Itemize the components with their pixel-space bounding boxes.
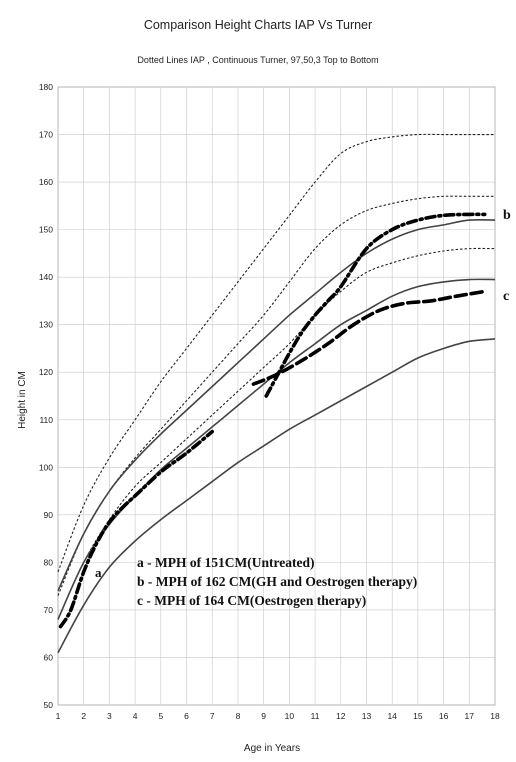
x-tick-label: 16 <box>439 711 449 721</box>
x-tick-label: 17 <box>465 711 475 721</box>
y-axis-title: Height in CM <box>17 371 28 429</box>
y-tick-label: 130 <box>39 320 53 330</box>
y-tick-label: 60 <box>44 652 54 662</box>
series-line-iap-dotted-1 <box>57 195 495 596</box>
x-tick-label: 15 <box>413 711 423 721</box>
series-line-patient-a <box>58 429 215 629</box>
y-tick-label: 50 <box>44 700 54 710</box>
x-tick-label: 6 <box>184 711 189 721</box>
x-tick-label: 3 <box>107 711 112 721</box>
x-tick-label: 14 <box>387 711 397 721</box>
y-tick-label: 180 <box>39 82 53 92</box>
x-tick-label: 12 <box>336 711 346 721</box>
x-tick-label: 7 <box>210 711 215 721</box>
annotation-b: b - MPH of 162 CM(GH and Oestrogen thera… <box>137 574 417 589</box>
series-line-iap-dotted-0 <box>57 133 495 573</box>
x-tick-label: 8 <box>236 711 241 721</box>
y-tick-label: 170 <box>39 130 53 140</box>
x-tick-label: 10 <box>285 711 295 721</box>
x-tick-label: 5 <box>158 711 163 721</box>
annotation-a: a - MPH of 151CM(Untreated) <box>137 555 314 570</box>
curve-label-c: c <box>503 289 509 304</box>
grid-lines <box>57 86 496 706</box>
x-tick-label: 2 <box>81 711 86 721</box>
y-tick-label: 70 <box>44 605 54 615</box>
x-tick-labels: 1 2 3 4 5 6 7 8 9 10 11 12 13 14 15 16 17 18 <box>56 711 500 721</box>
series-line-patient-b <box>264 212 487 398</box>
y-tick-label: 160 <box>39 177 53 187</box>
curve-label-b: b <box>503 208 511 223</box>
y-tick-labels: 50 60 70 80 90 100 110 120 130 140 150 160 170 180 <box>39 82 53 710</box>
y-tick-label: 90 <box>44 510 54 520</box>
annotation-c: c - MPH of 164 CM(Oestrogen therapy) <box>137 593 366 608</box>
series-line-iap-dotted-2 <box>57 247 496 620</box>
series-line-patient-c <box>251 289 487 386</box>
x-tick-label: 11 <box>311 711 320 721</box>
x-tick-label: 9 <box>261 711 266 721</box>
chart-subtitle: Dotted Lines IAP , Continuous Turner, 97… <box>137 55 379 65</box>
series-lines <box>57 133 496 654</box>
y-tick-label: 100 <box>39 462 53 472</box>
y-tick-label: 80 <box>44 557 54 567</box>
chart-title: Comparison Height Charts IAP Vs Turner <box>143 18 373 32</box>
x-axis-title: Age in Years <box>244 743 300 754</box>
x-tick-label: 4 <box>133 711 138 721</box>
y-tick-label: 120 <box>39 367 53 377</box>
x-tick-label: 13 <box>362 711 372 721</box>
y-tick-label: 110 <box>39 415 53 425</box>
plot-area <box>57 86 496 706</box>
y-tick-label: 150 <box>39 225 53 235</box>
x-tick-label: 1 <box>56 711 61 721</box>
series-line-turner-solid-3 <box>57 218 496 592</box>
x-tick-label: 18 <box>490 711 500 721</box>
curve-label-a: a <box>95 565 102 580</box>
y-tick-label: 140 <box>39 272 53 282</box>
series-line-turner-solid-5 <box>57 338 496 654</box>
